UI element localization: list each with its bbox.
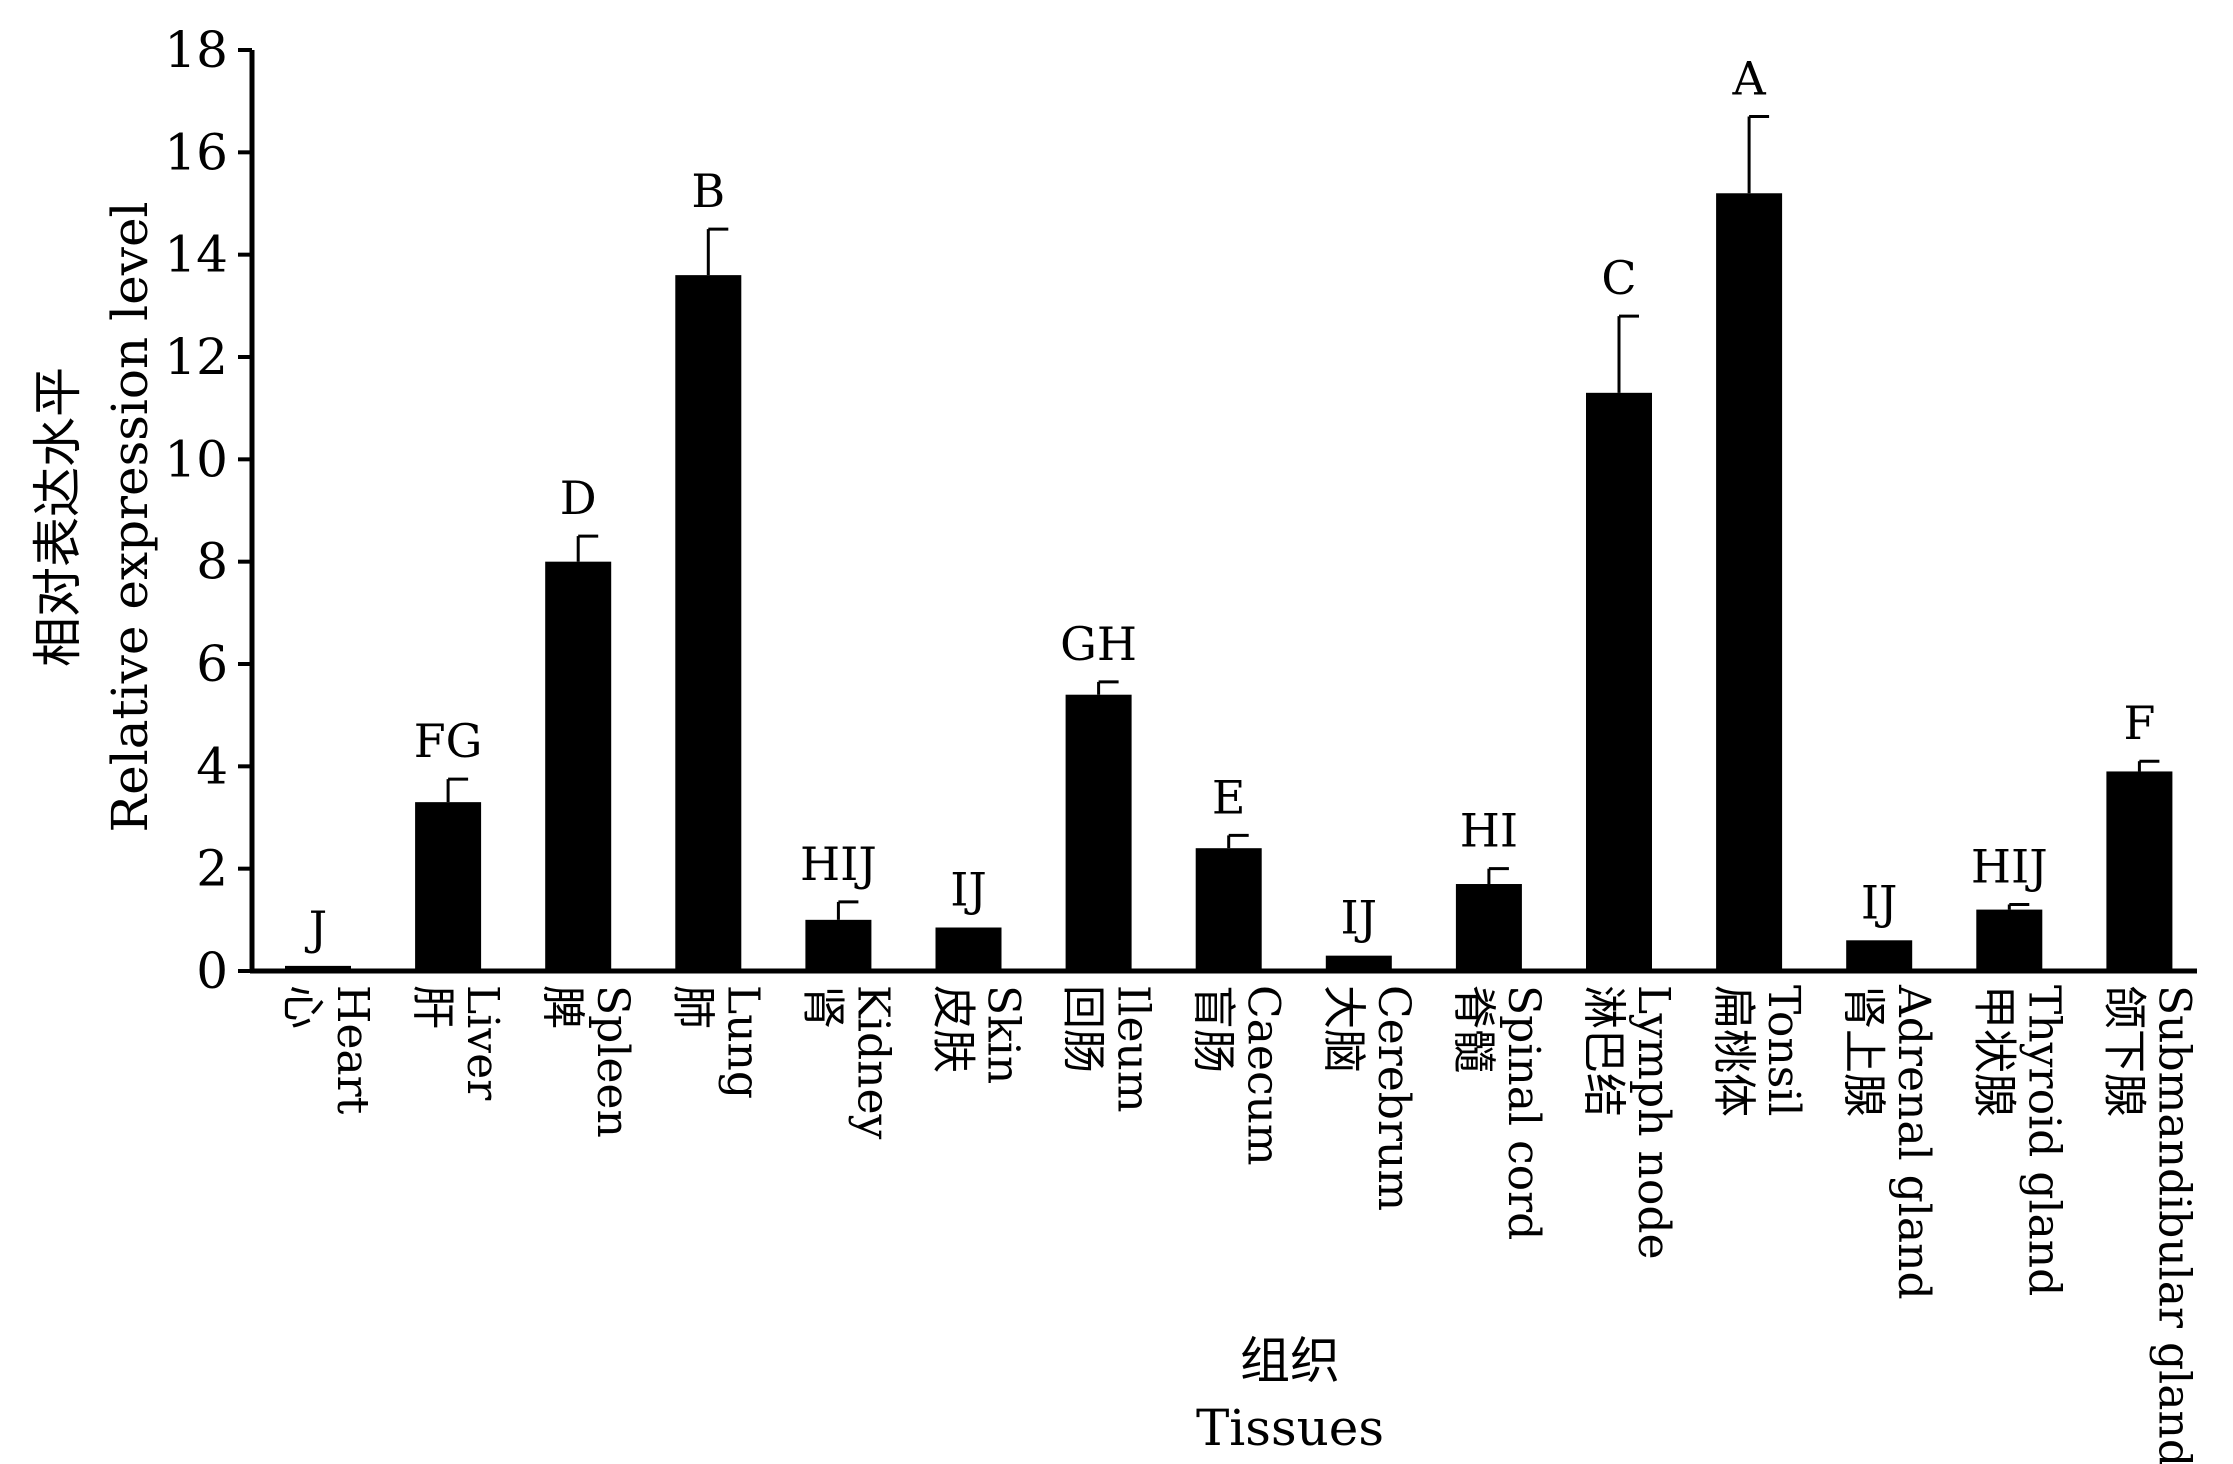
bars [285,193,2173,972]
bar [675,275,742,972]
category-label-en: Liver [457,985,508,1101]
significance-letter: E [1212,770,1246,824]
significance-letter: IJ [1861,875,1898,929]
bar [1976,909,2043,971]
significance-letter: B [691,164,725,218]
y-tick-label: 0 [196,942,228,1000]
bar [1586,392,1652,972]
significance-letter: D [560,471,597,525]
bar [1065,694,1132,971]
significance-letter: IJ [950,863,987,917]
significance-letter: IJ [1340,891,1377,945]
y-tick-label: 14 [164,226,228,284]
category-label-zh: 心 [277,985,328,1029]
y-tick-label: 10 [164,430,228,488]
category-label-zh: 肾上腺 [1838,985,1889,1117]
category-label-zh: 脊髓 [1448,985,1499,1073]
category-label-en: Tonsil [1758,985,1809,1116]
bar [805,919,872,971]
category-label-zh: 大脑 [1318,985,1369,1073]
significance-letter: J [305,901,327,955]
bar [935,927,1002,971]
category-label-en: Ileum [1108,985,1159,1113]
category-label-en: Heart [327,985,378,1115]
category-label-en: Submandibular gland [2148,985,2199,1464]
x-axis-title-en: Tissues [1196,1399,1384,1457]
bar [415,802,482,971]
y-tick-label: 2 [196,840,228,898]
significance-letter: HIJ [1971,839,2048,893]
significance-labels: J FG D B HIJ IJ GH E IJ HI C A IJ HIJ F [305,52,2156,955]
error-bars [446,115,2160,920]
y-tick-label: 16 [164,123,228,181]
category-label-zh: 淋巴结 [1578,985,1629,1117]
category-label-zh: 盲肠 [1188,985,1239,1073]
y-tick-label: 4 [196,737,228,795]
bar [1846,940,1913,971]
category-label-zh: 脾 [537,985,588,1029]
category-label-en: Cerebrum [1368,985,1419,1211]
significance-letter: F [2123,696,2155,750]
category-label-en: Spleen [587,985,638,1138]
y-axis-title-zh: 相对表达水平 [29,367,87,667]
category-label-zh: 肝 [407,985,458,1029]
category-label-en: Caecum [1238,985,1289,1166]
significance-letter: GH [1060,617,1137,671]
category-label-zh: 甲状腺 [1968,985,2019,1117]
significance-letter: FG [414,714,483,768]
category-label-en: Kidney [847,985,898,1139]
bar [545,561,612,971]
category-label-en: Adrenal gland [1888,984,1939,1300]
category-label-zh: 颌下腺 [2098,985,2149,1117]
x-axis-title-zh: 组织 [1240,1332,1340,1390]
bar [1455,884,1522,971]
bar [2106,771,2173,971]
bar [285,965,351,971]
x-category-labels: 心 Heart 肝 Liver 脾 Spleen 肺 Lung 肾 Kidney 皮肤 Skin 回肠 I… [277,984,2199,1464]
bar [1195,848,1262,971]
significance-letter: HI [1460,804,1518,858]
category-label-en: Skin [978,985,1029,1084]
y-axis-title-en: Relative expression level [101,201,159,832]
bar [1325,955,1392,971]
y-tick-label: 6 [196,635,228,693]
significance-letter: A [1731,52,1766,106]
category-label-zh: 扁桃体 [1708,985,1759,1117]
y-tick-label: 8 [196,533,228,591]
category-label-zh: 肾 [797,985,848,1029]
category-label-en: Lymph node [1628,985,1679,1260]
category-label-en: Spinal cord [1498,985,1549,1240]
category-label-en: Thyroid gland [2018,985,2069,1296]
y-tick-label: 18 [164,21,228,79]
bar [1716,193,1783,971]
category-label-en: Lung [717,985,768,1099]
significance-letter: C [1601,251,1636,305]
y-axis-ticks: 0 2 4 6 8 10 12 14 16 18 [164,21,252,1000]
category-label-zh: 回肠 [1058,985,1109,1073]
category-label-zh: 肺 [667,985,718,1029]
significance-letter: HIJ [800,837,877,891]
y-tick-label: 12 [164,328,228,386]
category-label-zh: 皮肤 [928,985,979,1073]
